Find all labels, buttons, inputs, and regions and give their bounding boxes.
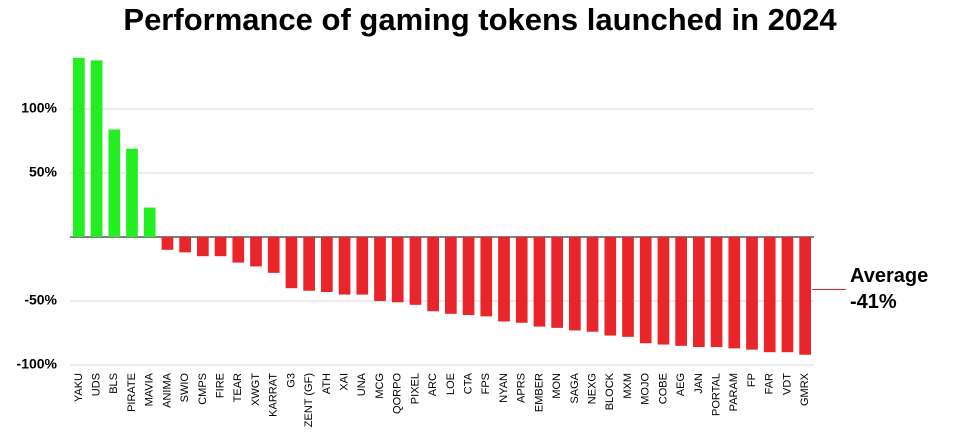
x-tick-label: KARRAT — [268, 373, 280, 417]
x-tick-label: FPS — [480, 373, 492, 394]
x-tick-label: SAGA — [569, 372, 581, 403]
x-tick-label: JAN — [693, 373, 705, 394]
x-tick-label: PORTAL — [710, 373, 722, 416]
bar — [781, 237, 794, 353]
y-tick-label: -100% — [17, 356, 58, 372]
x-tick-label: MXM — [622, 373, 634, 399]
bar — [639, 237, 652, 344]
x-tick-label: NEXG — [586, 373, 598, 404]
bar — [445, 237, 457, 314]
average-label: Average — [850, 265, 928, 287]
x-tick-label: XWGT — [250, 373, 262, 406]
x-tick-label: GMRX — [799, 372, 811, 406]
y-tick-label: -50% — [24, 292, 57, 308]
bar — [303, 237, 315, 291]
bar — [746, 237, 758, 350]
bar — [569, 237, 581, 331]
bar — [232, 237, 245, 263]
x-tick-label: CMPS — [197, 373, 209, 405]
x-tick-label: QORPO — [392, 373, 404, 414]
y-tick-label: 100% — [21, 100, 57, 116]
x-tick-label: UDS — [90, 373, 102, 396]
x-tick-label: ZENT (GF) — [303, 373, 315, 427]
bar — [338, 237, 351, 295]
x-tick-label: APRS — [516, 373, 528, 403]
x-tick-label: MCG — [374, 373, 386, 399]
bar — [604, 237, 617, 336]
bar — [799, 237, 811, 355]
bar — [693, 237, 705, 348]
bar — [90, 60, 103, 237]
x-tick-label: XAI — [338, 373, 350, 391]
bar — [73, 57, 85, 237]
bar — [197, 237, 209, 257]
x-tick-label: PIXEL — [409, 373, 421, 404]
bar — [551, 237, 563, 328]
bar — [356, 237, 369, 295]
x-tick-label: G3 — [285, 373, 297, 388]
bar — [285, 237, 298, 289]
bar — [710, 237, 723, 348]
bar — [250, 237, 262, 267]
x-tick-label: FAR — [764, 373, 776, 394]
bar — [462, 237, 475, 316]
bar — [586, 237, 599, 332]
x-tick-label: SWIO — [179, 373, 191, 403]
bar — [533, 237, 546, 327]
bar — [374, 237, 386, 301]
y-tick-label: 50% — [29, 164, 58, 180]
x-tick-label: ATH — [321, 373, 333, 394]
bar — [480, 237, 493, 317]
x-tick-label: BLOCK — [604, 372, 616, 410]
chart-title: Performance of gaming tokens launched in… — [123, 2, 837, 37]
x-tick-label: PARAM — [728, 373, 740, 411]
x-tick-label: MOJO — [640, 373, 652, 405]
bar — [161, 237, 174, 250]
bar — [728, 237, 741, 349]
x-tick-label: TEAR — [232, 373, 244, 402]
x-tick-label: ARC — [427, 373, 439, 396]
x-tick-label: FIRE — [214, 373, 226, 398]
bar — [143, 207, 156, 237]
x-tick-label: COBE — [657, 373, 669, 404]
bar — [515, 237, 528, 323]
x-tick-label: UNA — [356, 372, 368, 396]
bar — [498, 237, 510, 322]
x-tick-label: MON — [551, 373, 563, 399]
x-tick-label: FP — [746, 373, 758, 387]
x-tick-label: EMBER — [533, 373, 545, 412]
x-tick-label: VDT — [781, 373, 793, 395]
bar — [763, 237, 776, 353]
bar — [267, 237, 280, 273]
average-value: -41% — [850, 291, 897, 313]
x-tick-label: LOE — [445, 373, 457, 395]
x-tick-label: YAKU — [73, 373, 85, 402]
x-tick-label: NYAN — [498, 373, 510, 403]
bar — [126, 148, 138, 237]
bar — [214, 237, 227, 257]
x-tick-label: ANIMA — [161, 372, 173, 408]
bar — [622, 237, 634, 337]
x-tick-label: PIRATE — [126, 373, 138, 412]
bar — [657, 237, 670, 345]
x-tick-label: AEG — [675, 373, 687, 396]
bar — [179, 237, 191, 253]
bar — [409, 237, 422, 305]
x-tick-label: BLS — [108, 373, 120, 394]
x-tick-label: CTA — [462, 372, 474, 394]
bar — [427, 237, 439, 312]
x-tick-label: MAVIA — [144, 372, 156, 406]
bar — [108, 129, 121, 237]
bar — [321, 237, 333, 293]
bar — [391, 237, 404, 303]
bar — [675, 237, 687, 346]
